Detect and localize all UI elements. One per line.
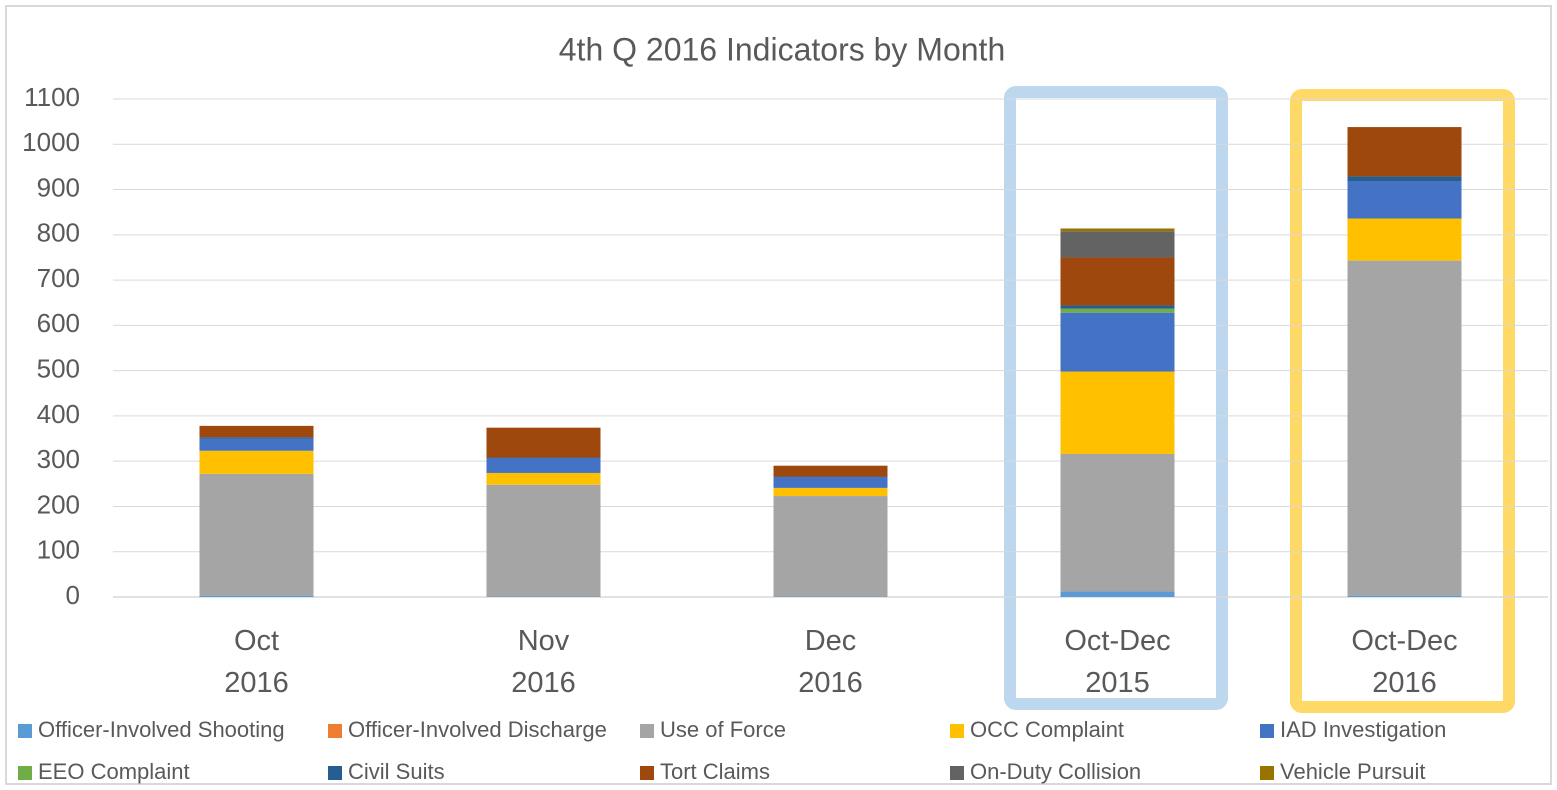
legend-swatch: [1260, 766, 1274, 780]
legend-label: Officer-Involved Discharge: [348, 717, 607, 742]
bar-segment: [199, 437, 314, 439]
highlight-box: [1290, 89, 1515, 713]
bar-segment: [486, 472, 601, 485]
legend-label: Vehicle Pursuit: [1280, 759, 1426, 784]
legend-swatch: [328, 766, 342, 780]
bar-segment: [1060, 591, 1175, 597]
bar-segment: [1060, 308, 1175, 313]
legend-swatch: [18, 766, 32, 780]
y-tick-label: 200: [37, 489, 80, 519]
legend-swatch: [328, 724, 342, 738]
bar-segment: [199, 473, 314, 596]
bar-segment: [773, 477, 888, 488]
y-tick-label: 100: [37, 535, 80, 565]
bar-segment: [1060, 257, 1175, 306]
bar-segment: [1347, 260, 1462, 596]
y-tick-label: 700: [37, 263, 80, 293]
bar-segment: [1060, 371, 1175, 454]
x-tick-label: Nov 2016: [511, 625, 576, 699]
y-tick-label: 1000: [22, 127, 80, 157]
legend-label: Tort Claims: [660, 759, 770, 784]
legend-swatch: [950, 766, 964, 780]
legend-label: Use of Force: [660, 717, 786, 742]
bar-segment: [1060, 305, 1175, 309]
legend-label: Civil Suits: [348, 759, 445, 784]
bar-segment: [486, 458, 601, 473]
legend-label: On-Duty Collision: [970, 759, 1141, 784]
y-tick-label: 800: [37, 218, 80, 248]
legend-label: IAD Investigation: [1280, 717, 1446, 742]
y-tick-label: 1100: [24, 82, 80, 112]
bar-segment: [1060, 453, 1175, 592]
bar-segment: [486, 484, 601, 597]
legend-label: EEO Complaint: [38, 759, 190, 784]
bar-segment: [773, 496, 888, 597]
bar-segment: [1060, 312, 1175, 372]
legend-swatch: [1260, 724, 1274, 738]
y-tick-label: 0: [66, 580, 80, 610]
legend-swatch: [18, 724, 32, 738]
bar-segment: [486, 427, 601, 458]
y-tick-label: 900: [37, 172, 80, 202]
y-tick-label: 500: [37, 354, 80, 384]
bar-segment: [773, 465, 888, 477]
legend-swatch: [640, 724, 654, 738]
highlight-box: [1004, 86, 1228, 710]
bar-segment: [1347, 127, 1462, 177]
legend-label: OCC Complaint: [970, 717, 1124, 742]
y-tick-label: 300: [37, 444, 80, 474]
bar-segment: [1347, 176, 1462, 182]
x-tick-label: Oct-Dec 2015: [1064, 625, 1171, 699]
legend-label: Officer-Involved Shooting: [38, 717, 285, 742]
bar-segment: [1060, 231, 1175, 258]
bar-segment: [199, 450, 314, 474]
y-tick-label: 400: [37, 399, 80, 429]
bar-segment: [773, 487, 888, 497]
y-tick-label: 600: [37, 308, 80, 338]
bar-segment: [1060, 228, 1175, 232]
legend-swatch: [640, 766, 654, 780]
chart-border: [5, 5, 1552, 785]
bar-segment: [1347, 181, 1462, 219]
legend-swatch: [950, 724, 964, 738]
bar-segment: [199, 595, 314, 597]
bar-segment: [1347, 595, 1462, 597]
x-tick-label: Oct 2016: [224, 625, 289, 699]
bar-segment: [1347, 218, 1462, 261]
bar-segment: [199, 438, 314, 451]
x-tick-label: Dec 2016: [798, 625, 863, 699]
chart-title: 4th Q 2016 Indicators by Month: [559, 31, 1005, 67]
x-tick-label: Oct-Dec 2016: [1351, 625, 1458, 699]
bar-segment: [199, 425, 314, 438]
